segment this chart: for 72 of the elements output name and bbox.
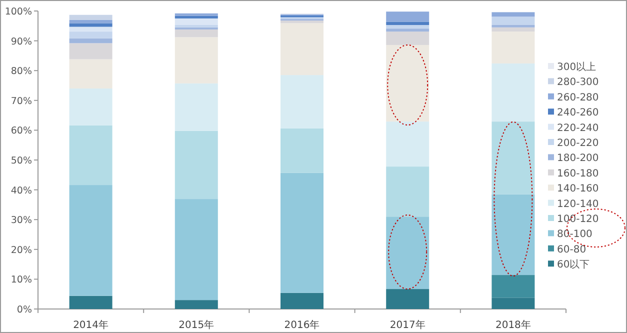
bar <box>280 23 324 76</box>
x-tick-label: 2014年 <box>73 319 109 331</box>
bar <box>69 26 112 32</box>
bar <box>69 14 112 20</box>
bar <box>386 289 430 309</box>
y-tick-label: 20% <box>10 244 32 256</box>
legend-label: 60以下 <box>557 258 590 271</box>
bar <box>492 298 535 309</box>
bar <box>280 128 324 173</box>
legend-label: 60-80 <box>557 244 586 256</box>
x-tick-label: 2015年 <box>178 319 214 331</box>
legend-label: 180-200 <box>557 153 599 164</box>
bar <box>69 23 112 27</box>
y-tick-label: 50% <box>10 156 32 166</box>
bar <box>69 59 112 88</box>
bar <box>69 125 112 186</box>
bar <box>492 16 535 26</box>
bar <box>386 12 430 22</box>
y-tick-label: 90% <box>10 36 32 48</box>
bar <box>280 292 324 309</box>
legend-label: 140-160 <box>557 184 599 195</box>
bar <box>386 32 430 45</box>
y-tick-label: 10% <box>10 274 32 286</box>
bar <box>280 20 324 24</box>
bar <box>386 25 430 29</box>
legend-label: 260-280 <box>557 92 599 104</box>
x-tick-label: 2016年 <box>284 319 320 331</box>
y-tick-label: 100% <box>4 6 32 18</box>
legend-label: 300以上 <box>557 61 596 73</box>
bar <box>69 185 112 296</box>
bar <box>69 20 112 24</box>
y-tick-label: 70% <box>10 96 32 107</box>
bar <box>280 75 324 128</box>
legend-label: 220-240 <box>557 122 599 134</box>
bar <box>174 300 218 309</box>
x-tick-label: 2017年 <box>390 319 426 331</box>
legend-label: 240-260 <box>557 108 599 119</box>
legend-label: 100-120 <box>557 214 599 225</box>
bar <box>174 199 218 300</box>
bar <box>69 88 112 126</box>
bar <box>174 13 218 16</box>
bar <box>492 27 535 32</box>
legend-label: 280-300 <box>557 77 599 88</box>
bar <box>174 16 218 18</box>
y-tick-label: 0% <box>16 304 32 316</box>
bar <box>174 83 218 131</box>
bar <box>386 166 430 217</box>
bar <box>174 37 218 84</box>
legend-label: 120-140 <box>557 198 599 210</box>
bar <box>492 63 535 122</box>
bar <box>69 38 112 44</box>
y-tick-label: 80% <box>10 66 32 78</box>
x-tick-label: 2018年 <box>495 319 531 331</box>
bar <box>386 28 430 32</box>
bar <box>492 32 535 64</box>
bar <box>69 32 112 38</box>
bar <box>386 122 430 167</box>
bar <box>280 172 324 293</box>
bar <box>386 22 430 26</box>
legend-label: 80-100 <box>557 229 592 240</box>
bar <box>174 29 218 38</box>
legend-label: 160-180 <box>557 168 599 180</box>
bar <box>174 130 218 200</box>
bar <box>69 296 112 309</box>
y-tick-label: 60% <box>10 126 32 137</box>
y-tick-label: 40% <box>10 185 32 196</box>
bar <box>69 43 112 60</box>
legend-label: 200-220 <box>557 138 599 149</box>
bar <box>174 18 218 26</box>
bar <box>492 275 535 298</box>
y-tick-label: 30% <box>10 215 32 226</box>
bar <box>492 12 535 17</box>
